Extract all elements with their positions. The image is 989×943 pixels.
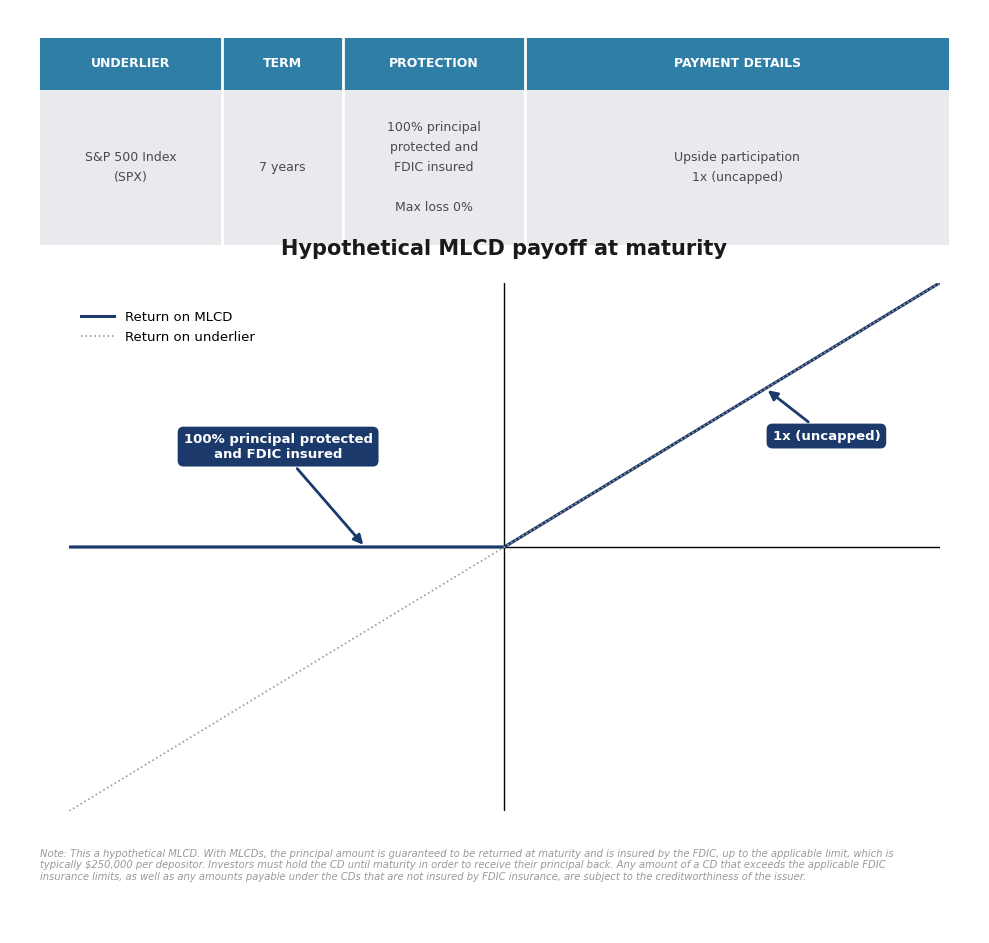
Text: S&P 500 Index
(SPX): S&P 500 Index (SPX)	[85, 151, 176, 184]
Text: 1x (uncapped): 1x (uncapped)	[770, 392, 880, 442]
Legend: Return on MLCD, Return on underlier: Return on MLCD, Return on underlier	[76, 306, 260, 349]
Text: Hypothetical MLCD payoff at maturity: Hypothetical MLCD payoff at maturity	[282, 240, 727, 259]
Text: PAYMENT DETAILS: PAYMENT DETAILS	[674, 58, 801, 70]
Text: Note: This a hypothetical MLCD. With MLCDs, the principal amount is guaranteed t: Note: This a hypothetical MLCD. With MLC…	[40, 849, 893, 882]
Text: Upside participation
1x (uncapped): Upside participation 1x (uncapped)	[674, 151, 800, 184]
Text: TERM: TERM	[263, 58, 302, 70]
Text: 7 years: 7 years	[259, 161, 306, 174]
Text: 100% principal protected
and FDIC insured: 100% principal protected and FDIC insure…	[184, 433, 373, 542]
Text: PROTECTION: PROTECTION	[389, 58, 479, 70]
Text: UNDERLIER: UNDERLIER	[91, 58, 170, 70]
Text: 100% principal
protected and
FDIC insured

Max loss 0%: 100% principal protected and FDIC insure…	[387, 121, 481, 214]
